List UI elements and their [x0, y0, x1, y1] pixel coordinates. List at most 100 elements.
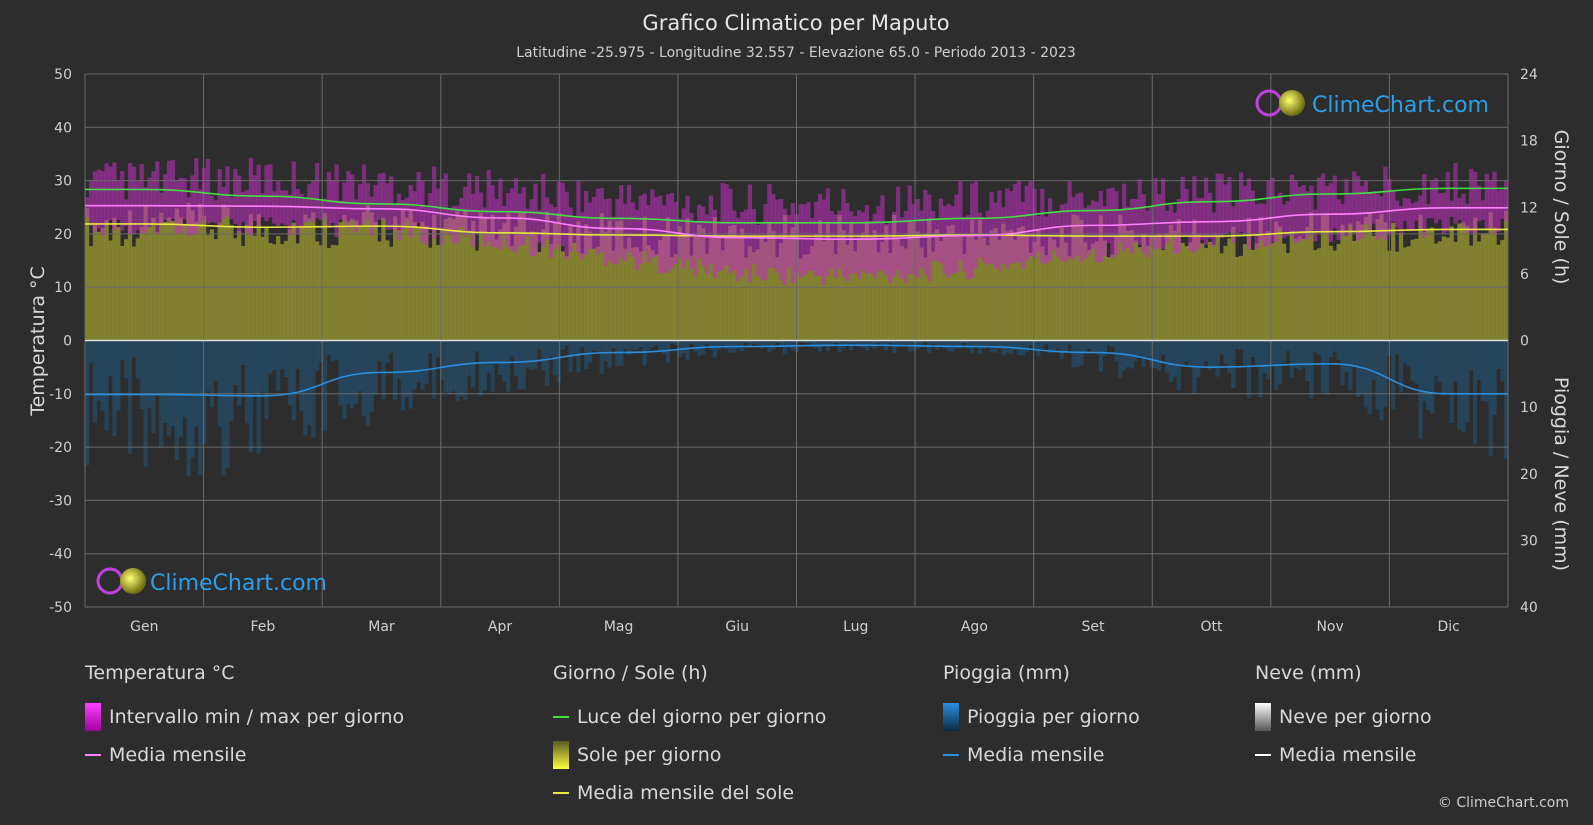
- rain-day-bar: [1036, 340, 1041, 357]
- temp-range-day-bar: [1359, 186, 1365, 239]
- x-month-tick: Dic: [1438, 619, 1460, 635]
- rain-day-bar: [299, 340, 304, 411]
- temp-range-day-bar: [389, 176, 394, 230]
- rain-day-bar: [357, 340, 363, 392]
- rain-day-bar: [806, 340, 811, 344]
- temp-range-day-bar: [506, 193, 511, 248]
- rain-day-bar: [1044, 340, 1049, 345]
- sunshine-day-bar: [1320, 215, 1326, 341]
- temp-range-day-bar: [1258, 203, 1263, 240]
- rain-day-bar: [1129, 340, 1135, 369]
- sunshine-day-bar: [981, 237, 986, 341]
- temp-range-day-bar: [127, 163, 133, 234]
- rain-day-bar: [755, 340, 760, 345]
- rain-day-bar: [1301, 340, 1306, 368]
- sunshine-day-bar: [849, 223, 854, 341]
- sunshine-day-bar: [521, 212, 526, 341]
- sunshine-day-bar: [654, 254, 659, 341]
- temp-range-day-bar: [599, 187, 604, 252]
- temp-range-day-bar: [1106, 188, 1111, 244]
- rain-day-bar: [295, 340, 300, 369]
- temp-range-day-bar: [849, 211, 854, 275]
- sunshine-day-bar: [1336, 244, 1341, 341]
- sunshine-day-bar: [584, 224, 589, 341]
- logo-top-text: ClimeChart.com: [1312, 93, 1489, 118]
- sunshine-day-bar: [283, 240, 289, 341]
- legend-snow: Neve (mm) Neve per giorno Media mensile: [1255, 662, 1432, 774]
- temp-range-day-bar: [829, 211, 834, 269]
- temp-range-day-bar: [580, 212, 585, 260]
- sunshine-day-bar: [1309, 212, 1314, 341]
- sunshine-day-bar: [318, 245, 324, 341]
- sunshine-day-bar: [1492, 227, 1497, 341]
- legend-item-sunshine-mean: Media mensile del sole: [553, 774, 826, 812]
- rain-day-bar: [1153, 340, 1158, 368]
- rain-day-bar: [736, 340, 741, 350]
- rain-day-bar: [120, 340, 125, 361]
- sunshine-day-bar: [950, 224, 955, 341]
- sunshine-day-bar: [194, 221, 199, 341]
- sunshine-day-bar: [96, 231, 101, 341]
- rain-day-bar: [1141, 340, 1146, 368]
- rain-day-bar: [190, 340, 195, 458]
- temp-range-day-bar: [1476, 185, 1482, 222]
- legend-sun: Giorno / Sole (h) Luce del giorno per gi…: [553, 662, 826, 812]
- rain-day-bar: [658, 340, 663, 353]
- sunshine-day-bar: [240, 245, 246, 341]
- rain-day-bar: [782, 340, 788, 354]
- rain-day-bar: [958, 340, 963, 349]
- sunshine-day-bar: [1020, 226, 1025, 341]
- rain-day-bar: [361, 340, 367, 417]
- temp-range-day-bar: [1453, 163, 1458, 224]
- sunshine-day-bar: [603, 231, 608, 341]
- temp-range-day-bar: [486, 170, 491, 242]
- sunshine-day-bar: [1352, 240, 1357, 341]
- rain-day-bar: [837, 340, 842, 353]
- sunshine-day-bar: [404, 217, 409, 341]
- temp-range-day-bar: [681, 208, 686, 269]
- temp-range-day-bar: [892, 211, 897, 278]
- sunshine-day-bar: [821, 241, 827, 341]
- temp-range-day-bar: [244, 190, 250, 233]
- rain-day-bar: [369, 340, 374, 412]
- temp-range-day-bar: [802, 204, 807, 276]
- rain-day-bar: [482, 340, 487, 391]
- rain-day-bar: [1414, 340, 1419, 384]
- sunshine-day-bar: [1176, 219, 1181, 341]
- temp-range-day-bar: [1211, 212, 1217, 247]
- rain-day-bar: [915, 340, 920, 350]
- sunshine-day-bar: [1005, 231, 1010, 341]
- sunshine-day-bar: [311, 212, 316, 341]
- sunshine-day-bar: [888, 252, 893, 341]
- sunshine-day-bar: [1262, 236, 1267, 341]
- rain-day-bar: [509, 340, 515, 357]
- temp-range-day-bar: [1242, 185, 1248, 236]
- sunshine-day-bar: [1285, 253, 1291, 341]
- sunshine-day-bar: [872, 230, 877, 341]
- rain-day-bar: [1391, 340, 1396, 410]
- rain-day-bar: [260, 340, 265, 392]
- temp-range-day-bar: [825, 188, 831, 276]
- rain-day-bar: [942, 340, 947, 349]
- temp-range-day-bar: [1379, 196, 1384, 237]
- temp-range-day-bar: [1067, 180, 1072, 259]
- rain-day-bar: [580, 340, 585, 348]
- temp-range-day-bar: [634, 209, 640, 271]
- temp-range-day-bar: [447, 208, 452, 236]
- sunshine-day-bar: [712, 217, 717, 341]
- sunshine-day-bar: [252, 235, 257, 341]
- temp-range-day-bar: [969, 183, 975, 278]
- rain-day-bar: [626, 340, 632, 356]
- rain-day-bar: [521, 340, 526, 390]
- sunshine-day-bar: [1375, 219, 1380, 341]
- rain-day-bar: [1083, 340, 1088, 353]
- temp-range-day-bar: [1441, 192, 1447, 235]
- legend-rain-title: Pioggia (mm): [943, 662, 1070, 684]
- temp-range-day-bar: [1227, 177, 1232, 233]
- sunshine-day-bar: [1461, 222, 1466, 341]
- rain-day-bar: [1281, 340, 1287, 363]
- sunshine-day-bar: [408, 209, 413, 341]
- rain-day-bar: [1406, 340, 1411, 367]
- temp-range-day-bar: [1433, 177, 1439, 224]
- temp-range-day-bar: [786, 215, 792, 267]
